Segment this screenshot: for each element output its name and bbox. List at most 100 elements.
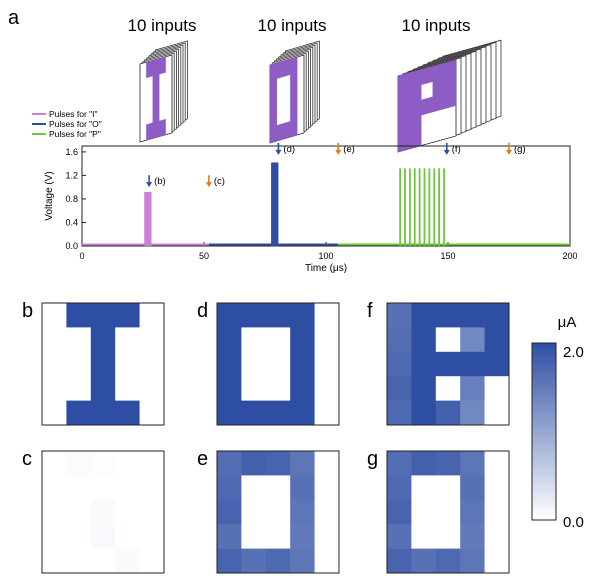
heatmap-cell — [139, 548, 165, 574]
heatmap-cell — [265, 548, 291, 574]
heatmap-cell — [435, 451, 461, 476]
stack-pixel — [421, 66, 433, 86]
y-tick-label: 0.8 — [65, 194, 78, 204]
heatmap-frame — [41, 450, 165, 574]
heatmap-cell — [90, 376, 116, 401]
marker-label: (c) — [214, 176, 225, 187]
input-stacks — [139, 39, 502, 153]
stack-pixel — [397, 133, 410, 153]
x-axis-label: Time (μs) — [305, 263, 347, 274]
heatmap-cell — [265, 475, 291, 501]
heatmap-cell — [90, 524, 116, 549]
marker-arrow-head — [335, 149, 342, 155]
heatmap-cell — [66, 524, 92, 549]
heatmap-cell — [115, 303, 140, 328]
stack-pixel — [290, 72, 298, 91]
heatmap-f: f — [367, 300, 510, 426]
heatmap-cell — [314, 376, 340, 401]
pulse-bar — [413, 168, 416, 246]
heatmap-cell — [460, 524, 485, 549]
stack-pixel — [159, 118, 166, 137]
heatmap-cell — [387, 524, 412, 549]
heatmap-cell — [90, 475, 116, 501]
plot-frame — [81, 145, 571, 247]
heatmap-cell — [460, 548, 485, 574]
heatmap-cell — [290, 475, 315, 501]
heatmap-cell — [411, 548, 437, 574]
heatmap-cell — [241, 400, 267, 426]
heatmap-cell — [290, 548, 315, 574]
stack-pixel — [290, 56, 298, 75]
panel-letter-f: f — [367, 300, 373, 322]
heatmap-cell — [139, 475, 165, 501]
heatmap-cell — [115, 327, 140, 353]
heatmap-cell — [42, 475, 67, 501]
heatmap-cell — [265, 376, 291, 401]
heatmap-cell — [139, 327, 165, 353]
heatmap-cell — [411, 400, 437, 426]
stack-pixel — [444, 90, 457, 110]
heatmap-cell — [435, 376, 461, 401]
marker-arrow-head — [205, 182, 212, 188]
heatmap-cell — [42, 376, 67, 401]
heatmap-cell — [42, 548, 67, 574]
stack-pixel — [290, 103, 298, 122]
heatmap-cell — [217, 400, 242, 426]
heatmap-cell — [290, 327, 315, 353]
heatmap-cell — [290, 499, 315, 525]
panel-letter-b: b — [22, 300, 33, 322]
heatmap-cell — [66, 451, 92, 476]
stack-label-p: 10 inputs — [402, 16, 471, 35]
marker-label: (g) — [514, 144, 526, 155]
heatmap-cell — [484, 376, 510, 401]
x-tick-label: 100 — [318, 251, 333, 261]
heatmap-cell — [217, 376, 242, 401]
stack-pixel — [269, 62, 277, 81]
heatmap-cell — [411, 499, 437, 525]
heatmap-cell — [90, 327, 116, 353]
panel-letter-d: d — [197, 300, 208, 322]
heatmap-cell — [241, 351, 267, 377]
heatmap-cell — [139, 451, 165, 476]
marker-label: (d) — [283, 144, 295, 155]
heatmap-cell — [411, 303, 437, 328]
x-tick-label: 150 — [440, 251, 455, 261]
heatmap-cell — [66, 351, 92, 377]
time-markers: (b) (c) (d) (e) (f) (g) — [146, 142, 526, 188]
stack-pixel — [283, 58, 291, 77]
heatmap-cell — [66, 475, 92, 501]
heatmap-cell — [314, 400, 340, 426]
marker-arrow-head — [506, 149, 512, 155]
heatmap-cell — [66, 548, 92, 574]
heatmap-frame — [41, 302, 165, 426]
heatmap-cell — [435, 400, 461, 426]
heatmap-cell — [484, 475, 510, 501]
heatmap-cell — [217, 499, 242, 525]
colorbar: μA 2.0 0.0 — [531, 314, 584, 531]
pulse-bar — [408, 168, 411, 246]
colorbar-max-label: 2.0 — [563, 344, 584, 361]
y-tick-label: 1.2 — [65, 170, 78, 180]
heatmap-cell — [435, 499, 461, 525]
stack-pixel — [269, 125, 277, 144]
heatmap-cell — [460, 376, 485, 401]
heatmap-cell — [484, 499, 510, 525]
y-tick-label: 1.6 — [65, 147, 78, 157]
heatmap-cell — [484, 548, 510, 574]
colorbar-gradient — [531, 342, 557, 521]
heatmap-cell — [460, 327, 485, 353]
heatmap-cell — [411, 524, 437, 549]
heatmap-cell — [314, 451, 340, 476]
heatmap-cell — [484, 327, 510, 353]
heatmap-cell — [290, 351, 315, 377]
heatmap-cell — [411, 351, 437, 377]
stack-pixel — [290, 119, 298, 138]
marker-label: (b) — [154, 176, 166, 187]
pulse-bar — [144, 191, 152, 246]
heatmap-cell — [314, 548, 340, 574]
heatmap-cell — [435, 524, 461, 549]
stack-i-illustration — [139, 40, 188, 143]
heatmap-cell — [139, 499, 165, 525]
stack-pixel — [269, 109, 277, 128]
